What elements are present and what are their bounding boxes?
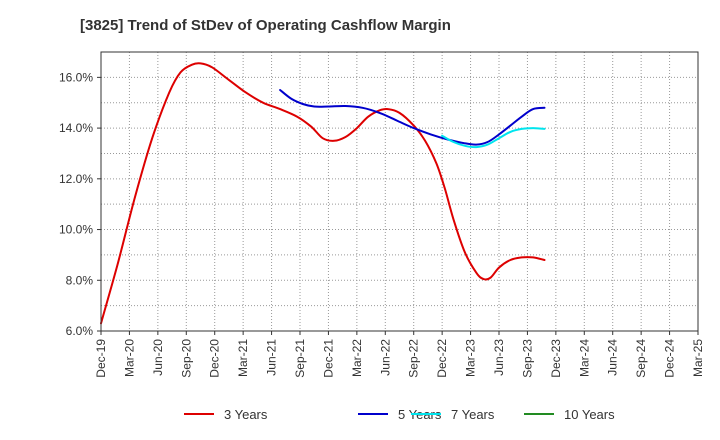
x-tick-label: Mar-20 bbox=[122, 339, 136, 377]
x-tick-label: Sep-22 bbox=[407, 339, 421, 378]
legend-label-3-years: 3 Years bbox=[224, 407, 268, 422]
x-tick-label: Dec-22 bbox=[435, 339, 449, 378]
x-tick-label: Jun-24 bbox=[606, 339, 620, 376]
x-tick-label: Sep-21 bbox=[293, 339, 307, 378]
x-tick-label: Dec-20 bbox=[208, 339, 222, 378]
x-tick-label: Jun-23 bbox=[492, 339, 506, 376]
x-tick-label: Mar-23 bbox=[464, 339, 478, 377]
x-tick-label: Sep-24 bbox=[634, 339, 648, 378]
grid-layer bbox=[101, 52, 698, 331]
series-line-7-years bbox=[441, 127, 546, 149]
x-tick-label: Dec-24 bbox=[663, 339, 677, 378]
x-tick-label: Mar-25 bbox=[691, 339, 705, 377]
x-tick-label: Jun-21 bbox=[265, 339, 279, 376]
legend: 3 Years 5 Years 7 Years 10 Years bbox=[184, 407, 615, 422]
x-tick-label: Mar-21 bbox=[236, 339, 250, 377]
x-tick-label: Jun-22 bbox=[378, 339, 392, 376]
x-tick-label: Mar-22 bbox=[350, 339, 364, 377]
plot-area bbox=[101, 52, 698, 331]
y-tick-label: 10.0% bbox=[59, 223, 93, 237]
y-tick-label: 14.0% bbox=[59, 121, 93, 135]
plot-frame bbox=[100, 51, 699, 332]
y-tick-label: 16.0% bbox=[59, 70, 93, 84]
x-tick-label: Dec-21 bbox=[321, 339, 335, 378]
x-tick-label: Jun-20 bbox=[151, 339, 165, 376]
series-line-3-years bbox=[100, 62, 546, 325]
axis-layer: 6.0% 8.0% 10.0% 12.0% 14.0% 16.0% Dec-19 Mar-20… bbox=[59, 51, 705, 378]
series-line-5-years bbox=[279, 89, 546, 146]
series-layer bbox=[100, 62, 546, 325]
legend-label-7-years: 7 Years bbox=[451, 407, 495, 422]
chart-title: [3825] Trend of StDev of Operating Cashf… bbox=[80, 17, 451, 34]
x-tick-label: Dec-23 bbox=[549, 339, 563, 378]
x-tick-label: Dec-19 bbox=[94, 339, 108, 378]
y-tick-label: 8.0% bbox=[66, 273, 94, 287]
y-tick-label: 6.0% bbox=[66, 324, 94, 338]
x-tick-label: Mar-24 bbox=[577, 339, 591, 377]
x-tick-label: Sep-23 bbox=[520, 339, 534, 378]
y-tick-label: 12.0% bbox=[59, 172, 93, 186]
x-tick-label: Sep-20 bbox=[179, 339, 193, 378]
legend-label-10-years: 10 Years bbox=[564, 407, 615, 422]
